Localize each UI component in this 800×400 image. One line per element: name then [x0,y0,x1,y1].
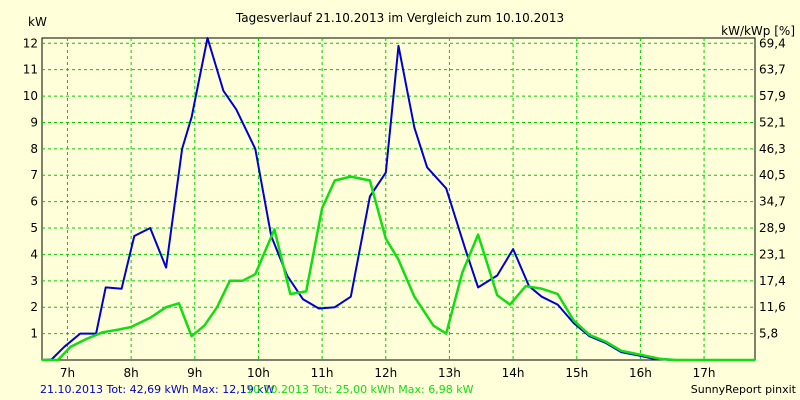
y-tick-label: 11 [23,63,38,77]
right-tick-label: 69,4 [759,36,786,50]
right-axis-unit: kW/kWp [%] [721,24,795,38]
y-tick-label: 1 [30,327,38,341]
series-line-2 [42,175,755,362]
y-tick-label: 8 [30,142,38,156]
x-tick-label: 7h [60,366,75,380]
x-tick-label: 8h [124,366,139,380]
series-lines [41,37,755,362]
plot-area [41,37,756,361]
right-tick-label: 57,9 [759,89,786,103]
right-axis: 5,8 11,6 17,4 23,1 28,9 34,7 40,5 46,3 52,1 57,9 6… [759,36,786,340]
y-tick-label: 4 [30,247,38,261]
right-tick-label: 63,7 [759,63,786,77]
y-tick-label: 6 [30,195,38,209]
summary-series-2: 10.10.2013 Tot: 25,00 kWh Max: 6,98 kW [246,383,474,396]
credit-text: SunnyReport pinxit [691,383,797,396]
x-tick-label: 10h [247,366,270,380]
x-tick-label: 9h [187,366,202,380]
y-tick-label: 7 [30,168,38,182]
y-tick-label: 10 [23,89,38,103]
x-tick-label: 14h [502,366,525,380]
right-tick-label: 17,4 [759,274,786,288]
y-tick-label: 9 [30,115,38,129]
right-tick-label: 52,1 [759,115,786,129]
right-tick-label: 5,8 [759,327,778,341]
y-tick-label: 2 [30,300,38,314]
right-tick-label: 11,6 [759,300,786,314]
right-tick-label: 46,3 [759,142,786,156]
x-tick-label: 11h [311,366,334,380]
x-axis: 7h 8h 9h 10h 11h 12h 13h 14h 15h 16h 17h [60,366,716,380]
right-tick-label: 34,7 [759,195,786,209]
right-tick-label: 40,5 [759,168,786,182]
right-tick-label: 23,1 [759,247,786,261]
x-tick-label: 17h [693,366,716,380]
summary-series-1: 21.10.2013 Tot: 42,69 kWh Max: 12,19 kW [40,383,275,396]
y-tick-label: 3 [30,274,38,288]
x-tick-label: 13h [438,366,461,380]
y-tick-label: 12 [23,36,38,50]
right-tick-label: 28,9 [759,221,786,235]
left-axis-unit: kW [28,15,47,29]
x-tick-label: 12h [374,366,397,380]
chart-title: Tagesverlauf 21.10.2013 im Vergleich zum… [235,11,564,25]
x-tick-label: 15h [565,366,588,380]
x-tick-label: 16h [629,366,652,380]
grid [42,38,755,360]
y-tick-label: 5 [30,221,38,235]
